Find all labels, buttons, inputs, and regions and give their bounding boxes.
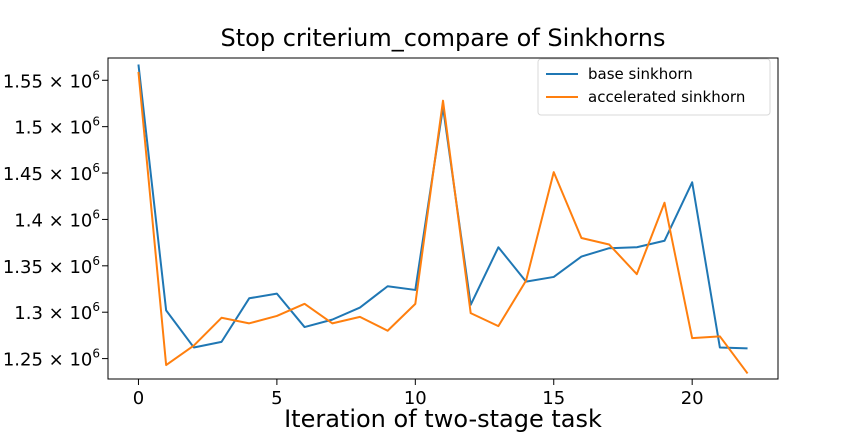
y-tick-label: 1.55 × 106 [3, 68, 100, 92]
legend-label-2: accelerated sinkhorn [588, 88, 745, 106]
series-lines [137, 64, 749, 375]
x-axis: 0 5 10 15 20 [133, 379, 704, 409]
y-tick-label: 1.35 × 106 [3, 254, 100, 278]
legend: base sinkhorn accelerated sinkhorn [537, 58, 771, 116]
x-tick-label: 0 [133, 388, 144, 409]
x-tick-label: 10 [404, 388, 427, 409]
y-tick-label: 1.5 × 106 [14, 115, 100, 139]
x-tick-label: 15 [542, 388, 565, 409]
plot-area-frame [107, 57, 779, 380]
legend-label-1: base sinkhorn [588, 65, 693, 83]
y-axis: 1.25 × 106 1.3 × 106 1.35 × 106 1.4 × 106 1.… [3, 68, 108, 371]
y-tick-label: 1.45 × 106 [3, 161, 100, 185]
x-tick-label: 20 [681, 388, 704, 409]
x-tick-label: 5 [271, 388, 282, 409]
y-tick-label: 1.3 × 106 [14, 300, 100, 324]
series-line-2 [137, 71, 749, 375]
chart-title: Stop criterium_compare of Sinkhorns [221, 24, 666, 52]
y-tick-label: 1.25 × 106 [3, 347, 100, 371]
x-axis-label: Iteration of two-stage task [284, 405, 602, 432]
y-tick-label: 1.4 × 106 [14, 207, 100, 231]
legend-box [537, 58, 771, 116]
